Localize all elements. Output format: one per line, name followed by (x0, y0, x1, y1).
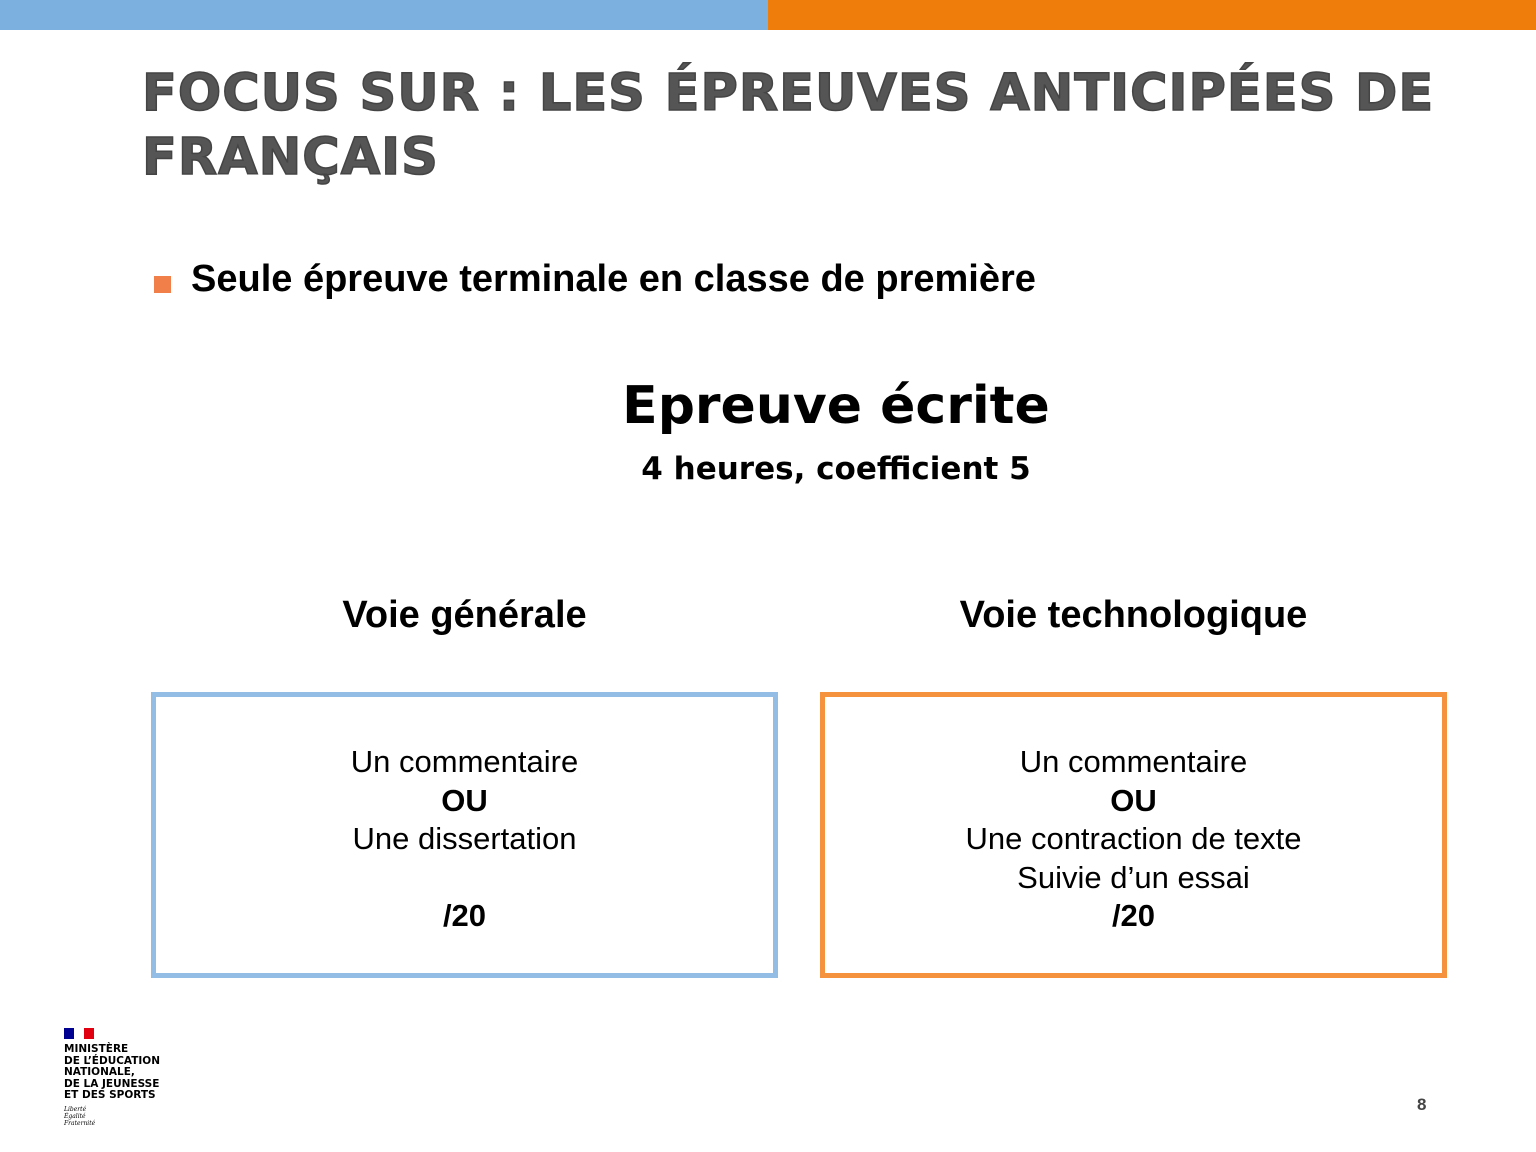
column-title-generale: Voie générale (342, 594, 587, 636)
box-line: Une contraction de texte (965, 821, 1302, 856)
slide-title: FOCUS SUR : LES ÉPREUVES ANTICIPÉES DE F… (141, 63, 1435, 188)
box-line-empty (156, 859, 773, 898)
logo-line: DE LA JEUNESSE (64, 1077, 160, 1090)
box-line-or: OU (441, 782, 488, 818)
box-line: Un commentaire (1019, 744, 1248, 779)
header-bar-orange (768, 0, 1536, 30)
bullet-text: Seule épreuve terminale en classe de pre… (191, 258, 1036, 300)
box-line-or: OU (1110, 782, 1157, 818)
box-line-score: /20 (442, 898, 487, 933)
box-line: Une dissertation (352, 821, 577, 856)
logo-line: MINISTÈRE (64, 1043, 129, 1055)
column-title-technologique: Voie technologique (959, 594, 1308, 636)
exam-heading: Epreuve écrite (622, 376, 1050, 436)
square-bullet-icon (154, 276, 171, 293)
motto-line: Fraternité (64, 1119, 96, 1127)
box-generale: Un commentaire OU Une dissertation /20 (151, 692, 778, 978)
header-bar-blue (0, 0, 768, 30)
box-line: Suivie d’un essai (1017, 859, 1250, 895)
box-technologique: Un commentaire OU Une contraction de tex… (820, 692, 1447, 978)
french-flag-icon (64, 1028, 94, 1039)
motto-line: Liberté (64, 1105, 87, 1113)
logo-line: ET DES SPORTS (64, 1089, 156, 1101)
box-line-score: /20 (1111, 898, 1156, 933)
logo-line: NATIONALE, (64, 1066, 135, 1078)
box-line: Un commentaire (350, 744, 579, 779)
motto-line: Égalité (64, 1112, 86, 1120)
page-number: 8 (1417, 1095, 1427, 1114)
logo-line: DE L’ÉDUCATION (64, 1054, 161, 1067)
exam-subheading: 4 heures, coefficient 5 (641, 451, 1031, 487)
ministry-logo: MINISTÈRE DE L’ÉDUCATION NATIONALE, DE L… (64, 1028, 160, 1127)
